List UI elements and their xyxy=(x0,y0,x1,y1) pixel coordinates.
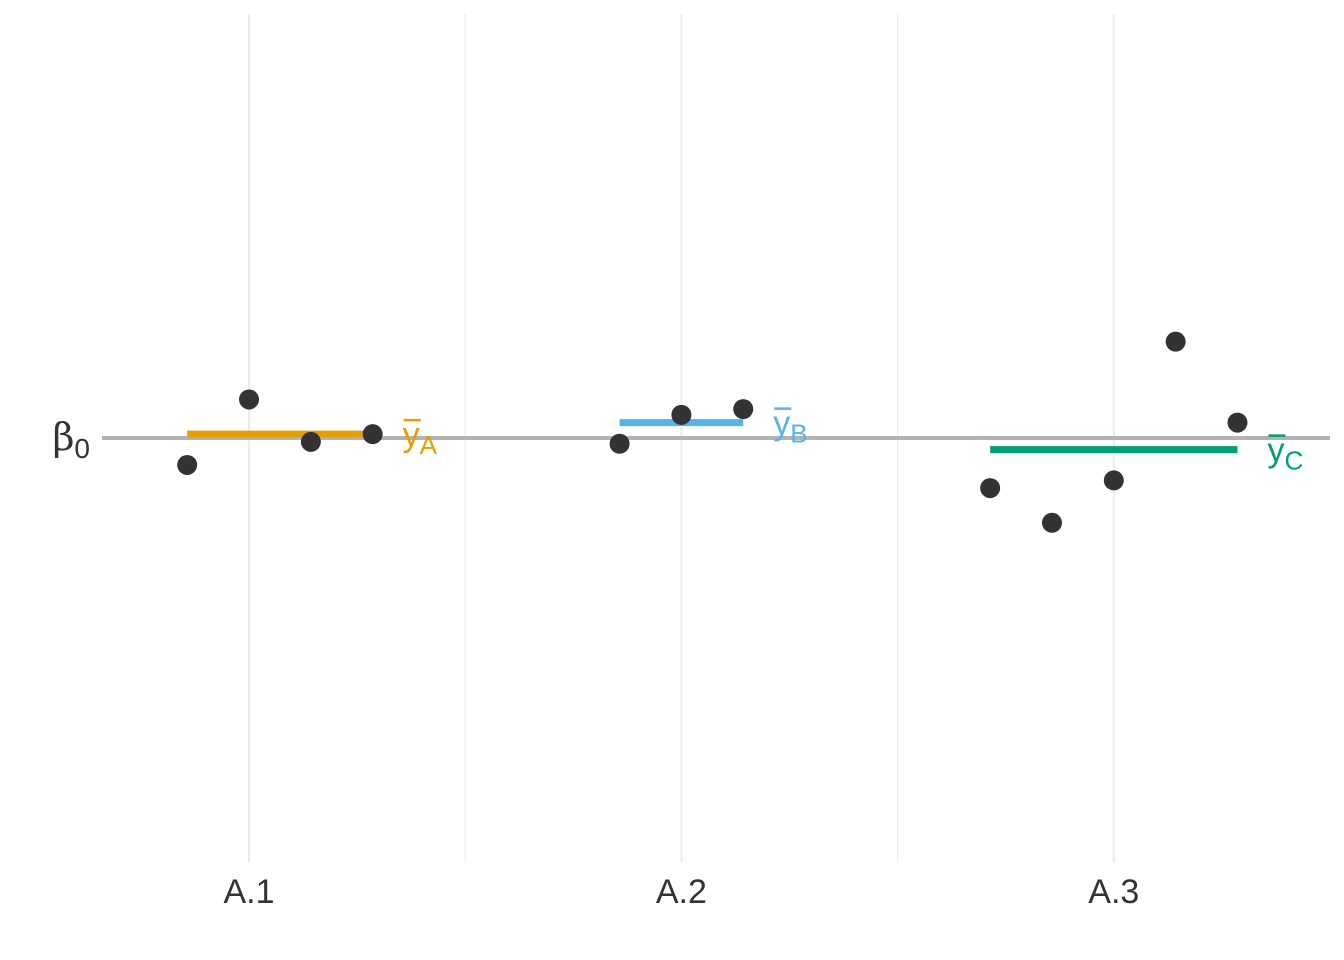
x-axis-tick-labels: A.1 A.2 A.3 xyxy=(223,873,1139,911)
group-mean-subscript: B xyxy=(790,419,807,449)
data-point xyxy=(300,431,321,452)
beta-subscript: 0 xyxy=(74,433,90,464)
group-mean-symbol: y xyxy=(1267,432,1284,470)
data-point xyxy=(239,389,260,410)
data-point xyxy=(362,424,383,445)
beta-zero-label: β0 xyxy=(52,415,90,464)
group-mean-subscript: C xyxy=(1284,446,1303,476)
group-mean-label-b: yB xyxy=(773,405,807,449)
data-point xyxy=(980,478,1001,499)
x-tick-label: A.2 xyxy=(656,873,707,911)
data-point xyxy=(1165,331,1186,352)
data-point xyxy=(1227,412,1248,433)
data-point xyxy=(1103,470,1124,491)
group-mean-label-a: yA xyxy=(403,416,438,460)
data-point xyxy=(609,433,630,454)
data-points xyxy=(177,331,1248,533)
data-point xyxy=(1041,512,1062,533)
beta-symbol: β xyxy=(52,415,74,459)
x-tick-label: A.3 xyxy=(1088,873,1139,911)
data-point xyxy=(177,454,198,475)
group-mean-symbol: y xyxy=(403,416,420,454)
group-mean-subscript: A xyxy=(420,430,438,460)
x-tick-label: A.1 xyxy=(223,873,274,911)
group-mean-symbol: y xyxy=(773,405,790,443)
data-point xyxy=(733,399,754,420)
group-mean-label-c: yC xyxy=(1267,432,1303,476)
data-point xyxy=(671,404,692,425)
